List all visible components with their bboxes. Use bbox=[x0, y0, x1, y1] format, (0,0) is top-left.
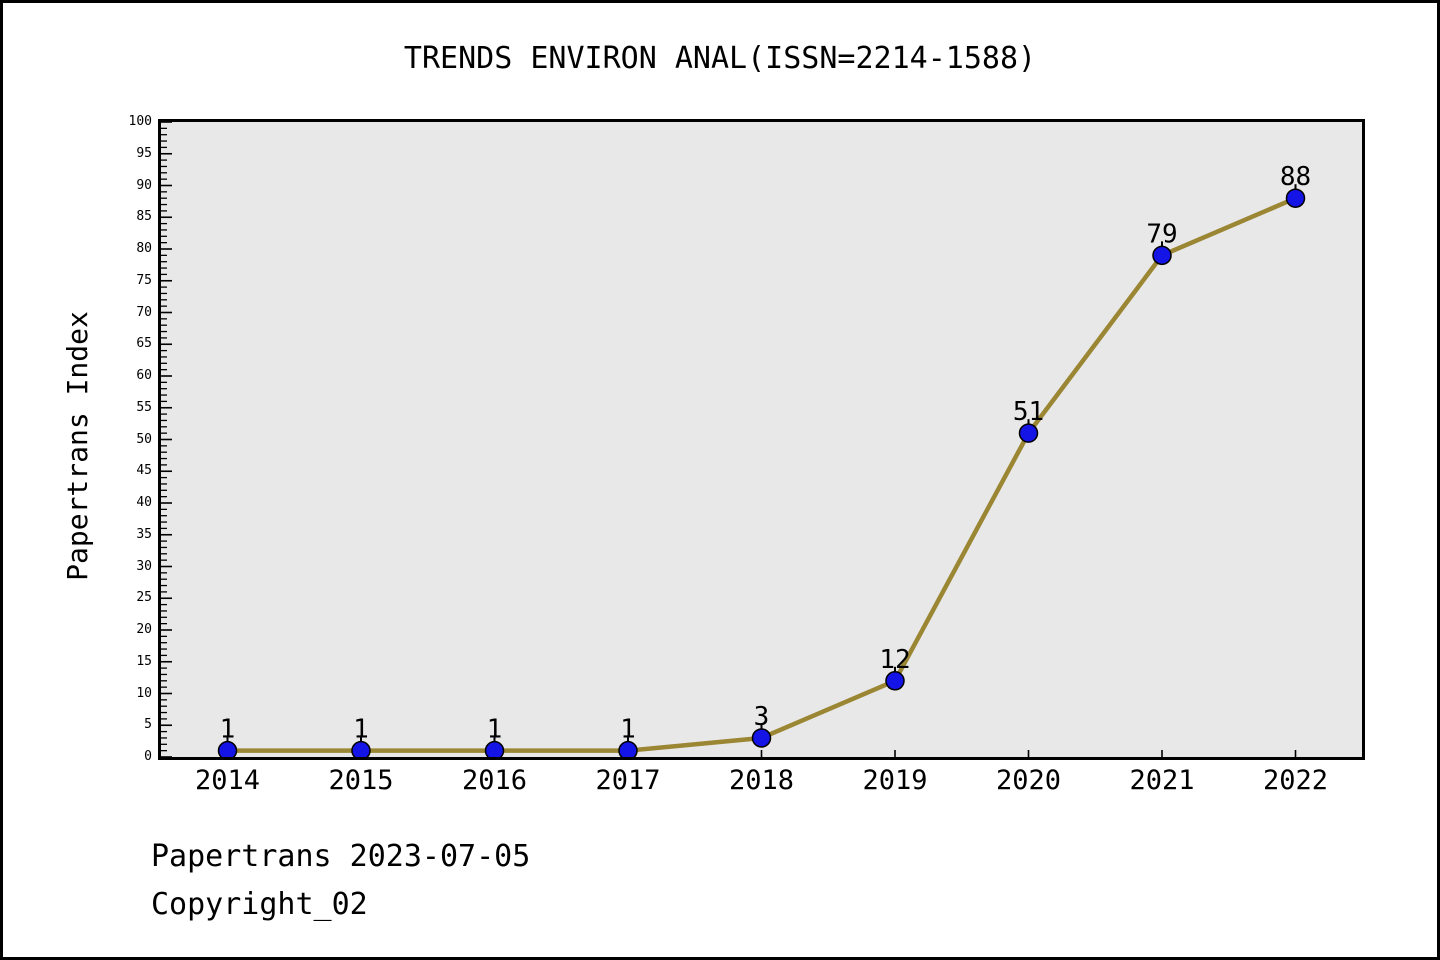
y-tick-label-65: 65 bbox=[136, 336, 152, 352]
y-tick-label-55: 55 bbox=[136, 399, 152, 415]
x-tick-label-2018: 2018 bbox=[728, 765, 795, 796]
data-point-2018 bbox=[751, 728, 772, 748]
point-value-label: 88 bbox=[1280, 162, 1311, 192]
data-point-2015 bbox=[351, 740, 371, 757]
y-tick-label-50: 50 bbox=[136, 431, 152, 447]
data-point-2014 bbox=[217, 740, 238, 757]
x-tick-label-2020: 2020 bbox=[995, 765, 1062, 796]
footer-copyright: Copyright_02 bbox=[151, 887, 368, 922]
chart-title: TRENDS ENVIRON ANAL(ISSN=2214-1588) bbox=[403, 41, 1037, 76]
y-tick-label-25: 25 bbox=[136, 590, 152, 606]
y-tick-label-80: 80 bbox=[136, 241, 152, 256]
y-tick-label-100: 100 bbox=[128, 114, 152, 129]
point-value-label: 1 bbox=[353, 715, 369, 745]
x-tick-label-2021: 2021 bbox=[1129, 765, 1195, 796]
y-tick-label-40: 40 bbox=[136, 495, 152, 510]
point-value-label: 12 bbox=[879, 645, 910, 675]
point-value-label: 1 bbox=[620, 715, 636, 745]
y-axis-label: Papertrans Index bbox=[61, 311, 94, 581]
y-tick-label-95: 95 bbox=[136, 145, 152, 161]
point-value-label: 79 bbox=[1146, 219, 1177, 249]
data-point-2019 bbox=[885, 671, 905, 691]
y-tick-label-5: 5 bbox=[144, 717, 152, 733]
y-tick-label-35: 35 bbox=[136, 526, 152, 542]
y-tick-label-90: 90 bbox=[136, 177, 152, 193]
data-point-2016 bbox=[484, 740, 505, 757]
y-tick-label-85: 85 bbox=[136, 209, 152, 225]
x-tick-label-2017: 2017 bbox=[595, 765, 661, 796]
footer-date: Papertrans 2023-07-05 bbox=[151, 839, 531, 874]
point-value-label: 1 bbox=[220, 715, 236, 745]
y-tick-label-70: 70 bbox=[136, 304, 152, 320]
x-tick-label-2019: 2019 bbox=[862, 765, 928, 796]
y-tick-label-20: 20 bbox=[136, 622, 152, 637]
data-point-2020 bbox=[1018, 423, 1039, 443]
plot-area: 1 1 1 1 3 12 51 79 88 bbox=[158, 119, 1365, 760]
x-tick-label-2015: 2015 bbox=[328, 765, 394, 796]
x-tick-label-2016: 2016 bbox=[461, 765, 528, 796]
plot-canvas: 1 1 1 1 3 12 51 79 88 bbox=[161, 122, 1362, 757]
data-point-2017 bbox=[618, 740, 638, 757]
point-value-label: 1 bbox=[487, 715, 503, 745]
y-tick-label-15: 15 bbox=[136, 653, 152, 669]
y-tick-label-0: 0 bbox=[144, 749, 152, 764]
data-point-2022 bbox=[1285, 188, 1306, 208]
y-tick-label-45: 45 bbox=[136, 463, 152, 479]
y-tick-label-30: 30 bbox=[136, 558, 152, 574]
point-value-label: 51 bbox=[1013, 397, 1044, 427]
plot-background bbox=[161, 122, 1362, 757]
y-tick-label-60: 60 bbox=[136, 368, 152, 383]
point-value-label: 3 bbox=[754, 702, 770, 732]
data-point-2021 bbox=[1152, 245, 1172, 266]
x-tick-label-2022: 2022 bbox=[1262, 765, 1329, 796]
y-tick-label-75: 75 bbox=[136, 272, 152, 288]
x-tick-label-2014: 2014 bbox=[194, 765, 261, 796]
y-tick-label-10: 10 bbox=[136, 685, 152, 701]
